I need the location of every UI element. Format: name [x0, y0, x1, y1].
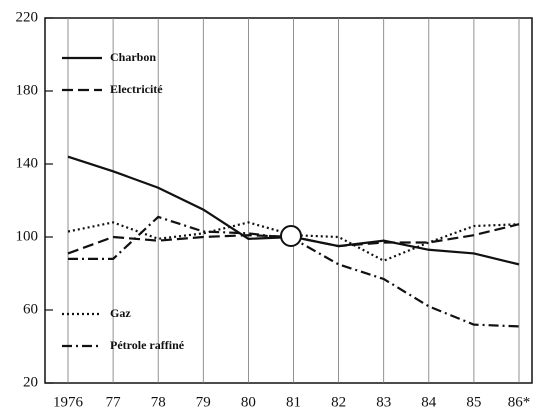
base-marker: [280, 225, 302, 247]
legend-label: Gaz: [110, 306, 131, 320]
x-tick-label: 82: [331, 394, 346, 410]
x-tick-label: 78: [151, 394, 166, 410]
legend-label: Charbon: [110, 50, 156, 64]
y-tick-label: 140: [16, 155, 39, 171]
x-tick-label: 81: [286, 394, 301, 410]
legend-label: Pétrole raffiné: [110, 338, 185, 352]
y-tick-label: 220: [16, 9, 39, 25]
x-tick-label: 84: [421, 394, 437, 410]
x-tick-label: 80: [241, 394, 256, 410]
x-tick-label: 77: [106, 394, 122, 410]
y-tick-label: 20: [23, 374, 38, 390]
x-tick-label: 86*: [508, 394, 531, 410]
legend-label: Electricité: [110, 82, 163, 96]
y-tick-label: 100: [16, 228, 39, 244]
plot-frame: [44, 17, 533, 384]
x-tick-label: 83: [376, 394, 391, 410]
x-tick-label: 79: [196, 394, 211, 410]
y-tick-label: 60: [23, 301, 38, 317]
y-tick-label: 180: [16, 82, 39, 98]
x-tick-label: 85: [466, 394, 481, 410]
x-tick-label: 1976: [53, 394, 84, 410]
